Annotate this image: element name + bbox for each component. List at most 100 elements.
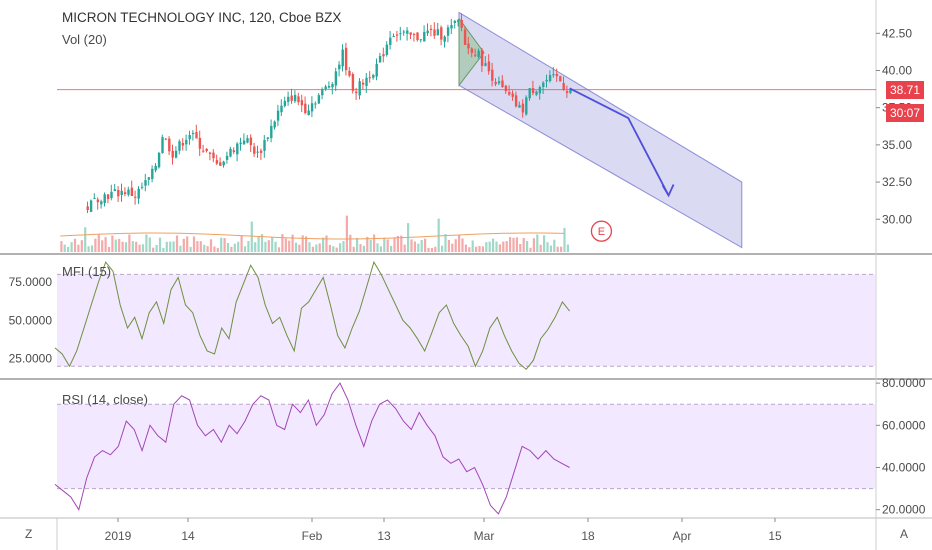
candle-body [202,150,205,152]
candle-body [171,150,174,158]
candle-body [514,95,518,107]
volume-bar [288,240,291,252]
candle-body [491,69,494,81]
candle-body [409,32,412,35]
candle-body [225,155,229,160]
candle-body [521,103,525,113]
candle-body [137,188,140,199]
candle-body [504,85,508,92]
x-axis-tick-label: 15 [768,529,782,543]
volume-bar [230,246,233,252]
volume-bar [182,238,185,252]
auto-scale-button[interactable]: A [900,527,909,541]
candle-body [293,94,297,102]
candle-body [378,56,382,63]
chart-title: MICRON TECHNOLOGY INC, 120, Cboe BZX [62,10,342,25]
volume-bar [458,234,461,252]
x-axis-tick-label: 2019 [105,529,132,543]
candle-body [123,192,127,195]
candle-body [565,91,569,93]
candle-body [280,105,283,113]
volume-bar [179,245,182,252]
candle-body [140,186,144,188]
volume-bar [162,247,165,252]
volume-bar [165,241,168,252]
volume-bar [104,237,107,252]
volume-bar [356,237,359,252]
volume-bar [509,237,512,252]
x-axis-tick-label: Feb [302,529,323,543]
volume-bar [240,235,243,252]
volume-bar [237,241,240,252]
price-axis-tick-label: 30.00 [882,212,912,226]
candle-body [164,138,168,140]
candle-body [239,142,242,145]
zoom-toggle-button[interactable]: Z [25,527,33,541]
volume-bar [485,242,488,252]
volume-bar [199,241,202,252]
volume-bar [529,247,532,252]
candle-body [382,54,385,57]
candle-body [351,74,355,91]
volume-bar [114,239,117,252]
candle-body [324,86,327,89]
volume-bar [223,238,226,252]
volume-bar [124,242,128,252]
candle-body [450,25,453,29]
volume-bar [481,246,484,252]
volume-bar [444,234,447,252]
candle-body [130,187,134,196]
x-axis-tick-label: Apr [673,529,692,543]
volume-bar [410,239,413,252]
x-axis-tick-label: 18 [581,529,595,543]
candle-body [416,32,419,41]
volume-bar [298,244,301,252]
mfi-pane[interactable]: 25.0000 50.0000 75.0000 [9,260,876,371]
candle-body [297,96,300,103]
volume-bar [451,243,454,252]
volume-bar [260,234,264,252]
volume-bar [543,235,546,252]
candle-body [188,135,191,140]
candle-body [256,151,259,153]
candle-body [552,74,555,76]
price-axis-tick-label: 32.50 [882,175,912,189]
candle-body [402,31,406,33]
candle-body [355,91,358,94]
candle-body [259,150,263,153]
candle-body [334,71,338,86]
candle-body [327,85,331,88]
volume-bar [376,243,379,252]
volume-bar [563,227,566,252]
last-price-tag: 38.71 [886,81,924,99]
candle-body [219,162,222,166]
candle-body [96,199,100,203]
volume-bar [128,234,131,252]
candle-body [368,77,372,79]
volume-bar [560,246,563,252]
volume-bar [189,246,192,252]
rsi-axis-tick-label: 60.0000 [882,418,926,432]
candle-body [195,132,198,139]
volume-bar [158,237,162,252]
volume-bar [549,245,552,252]
candle-body [429,28,433,31]
volume-bar [461,238,464,252]
candle-body [542,82,545,87]
volume-bar [172,241,175,252]
candle-body [494,81,497,85]
candle-body [178,141,181,151]
rsi-pane[interactable]: 20.0000 40.0000 60.0000 80.0000 [54,376,926,517]
volume-bar [169,241,172,252]
volume-bar [311,246,314,252]
price-axis-tick-label: 40.00 [882,63,912,77]
volume-bar [97,234,100,252]
price-axis-tick-label: 42.50 [882,26,912,40]
x-axis: 2019 14 Feb 13 Mar 18 Apr 15 [105,518,782,543]
candle-body [232,150,236,153]
candle-body [375,64,378,77]
candle-body [205,148,208,151]
volume-bar [186,236,189,252]
